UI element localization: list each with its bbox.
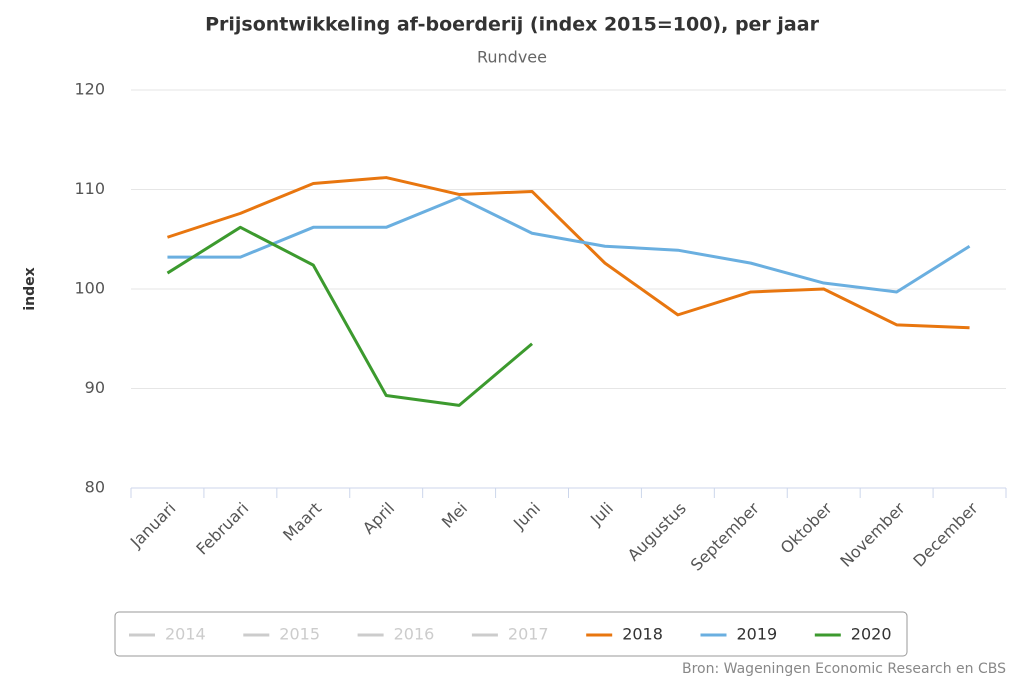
legend-label[interactable]: 2018 xyxy=(622,625,663,644)
source: Bron: Wageningen Economic Research en CB… xyxy=(682,661,1006,677)
chart-title: Prijsontwikkeling af-boerderij (index 20… xyxy=(205,14,820,36)
x-tick-label: September xyxy=(687,498,763,574)
legend-label[interactable]: 2020 xyxy=(851,625,892,644)
x-tick-label: November xyxy=(836,498,909,571)
legend-label[interactable]: 2016 xyxy=(394,625,435,644)
x-tick-label: Maart xyxy=(279,499,325,545)
series-line xyxy=(166,176,970,330)
x-tick-label: Juli xyxy=(586,499,617,530)
x-tick-label: Augustus xyxy=(624,499,690,565)
legend-label[interactable]: 2019 xyxy=(737,625,778,644)
x-tick-label: December xyxy=(909,498,981,570)
y-tick-label: 110 xyxy=(74,179,105,198)
legend-label[interactable]: 2014 xyxy=(165,625,206,644)
x-tick-label: Januari xyxy=(126,499,179,552)
legend-label[interactable]: 2015 xyxy=(279,625,320,644)
x-tick-label: Juni xyxy=(509,499,544,534)
x-tick-label: Februari xyxy=(192,499,252,559)
y-tick-label: 90 xyxy=(85,378,105,397)
y-tick-label: 100 xyxy=(74,279,105,298)
y-tick-label: 120 xyxy=(74,80,105,99)
x-tick-label: Mei xyxy=(438,499,471,532)
y-axis-label: index xyxy=(22,267,38,310)
x-tick-label: Oktober xyxy=(777,498,836,557)
x-tick-label: April xyxy=(359,499,398,538)
chart-subtitle: Rundvee xyxy=(477,48,547,67)
series-line xyxy=(167,195,971,294)
legend-label[interactable]: 2017 xyxy=(508,625,549,644)
legend-box xyxy=(114,611,908,657)
y-tick-label: 80 xyxy=(85,478,105,497)
series-line xyxy=(166,225,534,407)
